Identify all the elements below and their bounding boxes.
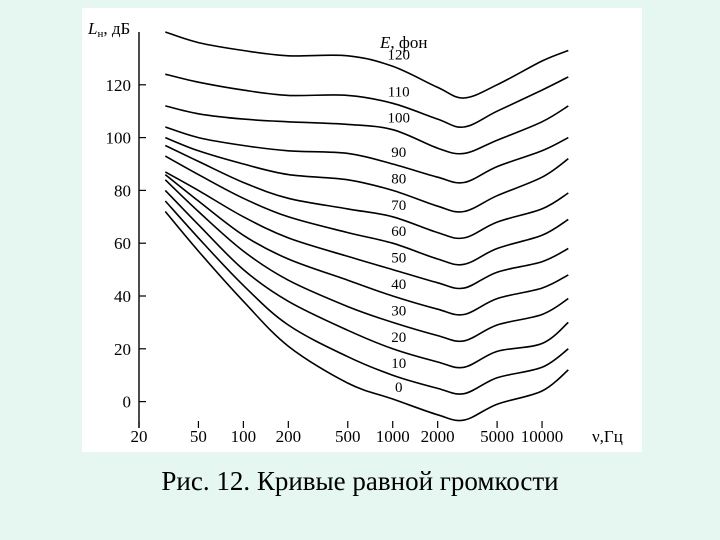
- y-tick-label: 20: [114, 340, 131, 359]
- curve-label: 120: [387, 47, 410, 63]
- curve-label: 20: [391, 330, 406, 346]
- y-axis-label-main: L: [87, 19, 97, 38]
- y-tick-label: 100: [106, 129, 132, 148]
- curve-label: 70: [391, 198, 406, 214]
- curve-0-phon: [164, 210, 569, 422]
- curve-label: 100: [387, 111, 410, 127]
- figure-panel: Lн, дБ E, фон ν,Гц 0 20 40 60 80 100 120 20 50 1…: [82, 8, 642, 452]
- curve-90-phon: [165, 126, 569, 184]
- x-ticks: 20 50 100 200 500 1000 2000 5000 10000: [131, 421, 564, 446]
- x-tick-label: 1000: [376, 427, 410, 446]
- curve-label: 60: [391, 224, 406, 240]
- curve-30-phon: [164, 179, 569, 343]
- curve-label: 110: [388, 84, 410, 100]
- curve-label: 10: [391, 356, 406, 372]
- x-axis-label: ν,Гц: [592, 427, 623, 446]
- x-tick-label: 2000: [421, 427, 455, 446]
- curve-50-phon: [164, 171, 569, 290]
- curve-70-phon: [164, 144, 569, 240]
- curve-label: 40: [391, 277, 406, 293]
- curve-label: 50: [391, 251, 406, 267]
- legend-title-unit: , фон: [390, 33, 427, 52]
- curve-label: 80: [391, 171, 406, 187]
- x-tick-label: 200: [276, 427, 302, 446]
- x-tick-label: 5000: [480, 427, 514, 446]
- y-axis-label-sub: н: [97, 28, 103, 40]
- figure-caption: Рис. 12. Кривые равной громкости: [161, 466, 559, 496]
- curve-20-phon: [164, 189, 569, 369]
- y-axis-label-unit: , дБ: [103, 19, 130, 38]
- curve-110-phon: [165, 73, 569, 129]
- curve-label: 0: [395, 380, 403, 396]
- y-tick-label: 0: [123, 393, 132, 412]
- curve-10-phon: [164, 200, 569, 395]
- curve-100-phon: [165, 105, 569, 155]
- legend-title-main: E: [379, 33, 391, 52]
- curve-80-phon: [165, 136, 569, 213]
- y-tick-label: 80: [114, 181, 131, 200]
- y-tick-label: 40: [114, 287, 131, 306]
- y-tick-label: 120: [106, 76, 132, 95]
- curve-label: 90: [391, 145, 406, 161]
- x-tick-label: 20: [131, 427, 148, 446]
- loudness-curves: [164, 31, 569, 422]
- curve-60-phon: [164, 155, 569, 266]
- curve-40-phon: [164, 173, 569, 316]
- x-tick-label: 10000: [521, 427, 564, 446]
- y-tick-label: 60: [114, 234, 131, 253]
- curve-label: 30: [391, 303, 406, 319]
- legend-title: E, фон: [379, 33, 428, 52]
- y-ticks: 0 20 40 60 80 100 120: [106, 76, 146, 412]
- curve-120-phon: [165, 31, 569, 99]
- x-tick-label: 100: [231, 427, 257, 446]
- y-axis-label: Lн, дБ: [87, 19, 130, 40]
- x-tick-label: 500: [335, 427, 361, 446]
- x-tick-label: 50: [190, 427, 207, 446]
